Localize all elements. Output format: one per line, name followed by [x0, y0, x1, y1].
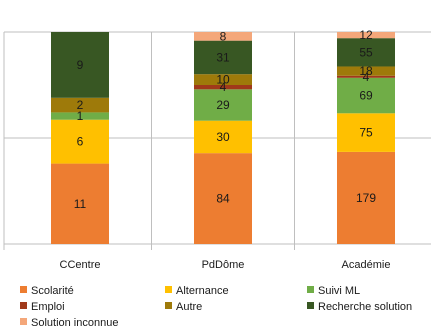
legend-swatch-1	[165, 286, 172, 293]
legend-label-1: Alternance	[176, 285, 229, 297]
data-label-1-1: 30	[216, 130, 230, 144]
bar-segment-0-2	[51, 112, 109, 120]
data-label-1-3: 4	[220, 80, 227, 94]
legend-swatch-5	[307, 302, 314, 309]
legend-label-6: Solution inconnue	[31, 317, 118, 329]
data-label-1-2: 29	[216, 98, 230, 112]
bar-segment-2-4	[337, 66, 395, 76]
legend: Scolarité Alternance Suivi ML Emploi Autre Re…	[20, 285, 412, 329]
data-label-2-5: 55	[359, 45, 373, 59]
category-label-1: PdDôme	[202, 259, 245, 271]
data-label-1-6: 8	[220, 29, 227, 43]
legend-swatch-4	[165, 302, 172, 309]
data-label-1-4: 10	[216, 73, 230, 87]
data-label-1-5: 31	[216, 50, 230, 64]
legend-label-2: Suivi ML	[318, 285, 360, 297]
legend-swatch-3	[20, 302, 27, 309]
category-label-0: CCentre	[60, 259, 101, 271]
bar-segment-2-0	[337, 151, 395, 244]
bar-segment-1-0	[194, 153, 252, 244]
data-label-0-1: 6	[77, 135, 84, 149]
legend-label-0: Scolarité	[31, 285, 74, 297]
bar-segment-2-3	[337, 75, 395, 78]
bar-segment-2-5	[337, 38, 395, 67]
legend-label-5: Recherche solution	[318, 301, 412, 313]
data-label-2-4: 18	[359, 64, 373, 78]
data-label-2-3: 4	[363, 70, 370, 84]
bar-segment-1-5	[194, 40, 252, 75]
legend-swatch-6	[20, 318, 27, 325]
bar-segment-1-6	[194, 32, 252, 41]
data-label-0-5: 9	[77, 58, 84, 72]
legend-swatch-0	[20, 286, 27, 293]
bar-segment-0-4	[51, 97, 109, 113]
legend-label-4: Autre	[176, 301, 202, 313]
legend-label-3: Emploi	[31, 301, 65, 313]
bar-segment-1-2	[194, 89, 252, 121]
bar-segment-0-5	[51, 32, 109, 98]
data-label-0-4: 2	[77, 98, 84, 112]
bar-segment-0-1	[51, 119, 109, 164]
data-label-2-1: 75	[359, 126, 373, 140]
category-label-2: Académie	[342, 259, 391, 271]
bar-segment-2-1	[337, 113, 395, 152]
data-label-0-2: 1	[77, 109, 84, 123]
bar-segment-1-1	[194, 120, 252, 154]
data-label-2-0: 179	[356, 191, 376, 205]
bar-segment-2-2	[337, 77, 395, 114]
bar-segment-2-6	[337, 32, 395, 39]
data-label-2-2: 69	[359, 89, 373, 103]
bar-segment-1-4	[194, 74, 252, 85]
data-label-0-0: 11	[74, 197, 87, 211]
data-label-2-6: 12	[359, 28, 373, 42]
legend-swatch-2	[307, 286, 314, 293]
bar-segment-1-3	[194, 85, 252, 90]
bar-segment-0-0	[51, 163, 109, 244]
category-axis-labels: CCentre PdDôme Académie	[60, 259, 391, 271]
bars	[51, 32, 395, 244]
data-label-1-0: 84	[216, 192, 230, 206]
